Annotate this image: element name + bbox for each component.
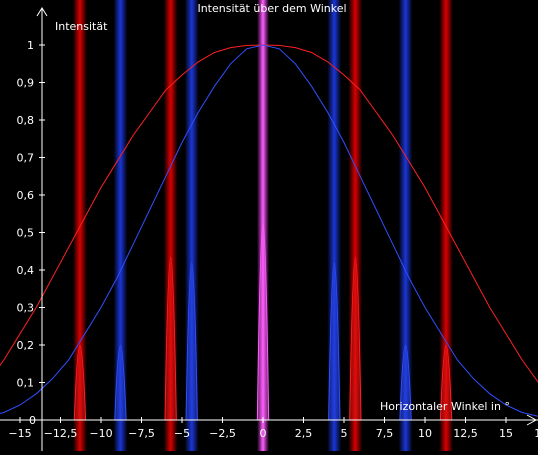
peak-1-3 (399, 345, 412, 421)
center-band (257, 0, 269, 451)
x-tick-label-14: 17,5 (534, 427, 538, 440)
x-tick-label-5: −5 (174, 427, 190, 440)
y-tick-label-0: 0,1 (17, 377, 35, 390)
x-tick-label-11: 10 (418, 427, 432, 440)
envelope-0 (0, 44, 538, 383)
envelope-1 (0, 44, 538, 417)
y-tick-label-2: 0,3 (17, 302, 35, 315)
x-tick-label-8: 2,5 (295, 427, 313, 440)
peak-0-1 (73, 345, 87, 421)
y-tick-label-3: 0,4 (17, 264, 35, 277)
x-tick-label-10: 7,5 (376, 427, 394, 440)
peak-1-2 (328, 262, 341, 421)
y-tick-label-8: 0,9 (17, 77, 35, 90)
x-tick-label-4: −7,5 (128, 427, 155, 440)
origin-label: 0 (29, 414, 36, 427)
band-1-0 (113, 0, 128, 451)
y-tick-label-9: 1 (27, 39, 34, 52)
band-0-3 (348, 0, 363, 451)
band-1-3 (398, 0, 413, 451)
x-tick-label-12: 12,5 (453, 427, 478, 440)
x-tick-label-3: −10 (89, 427, 112, 440)
y-tick-label-4: 0,5 (17, 227, 35, 240)
y-axis-arrow (36, 7, 48, 17)
y-axis-label: Intensität (55, 20, 108, 33)
peak-0-4 (439, 345, 453, 421)
x-tick-label-9: 5 (341, 427, 348, 440)
peak-1-0 (114, 345, 127, 421)
x-tick-label-6: −2,5 (209, 427, 236, 440)
y-tick-label-1: 0,2 (17, 339, 35, 352)
x-axis-arrow (526, 414, 538, 426)
intensity-curves (0, 44, 538, 421)
peak-0-2 (164, 257, 177, 421)
x-tick-label-7: 0 (260, 427, 267, 440)
y-tick-label-7: 0,8 (17, 114, 35, 127)
y-tick-label-5: 0,6 (17, 189, 35, 202)
band-0-2 (163, 0, 178, 451)
x-tick-label-2: −12,5 (44, 427, 78, 440)
x-tick-label-13: 15 (499, 427, 513, 440)
axes (0, 7, 538, 451)
central-peak (256, 223, 270, 421)
x-tick-label-1: −15 (8, 427, 31, 440)
peak-1-1 (185, 262, 198, 421)
peak-0-3 (349, 257, 362, 421)
x-axis-label: Horizontaler Winkel in ° (380, 400, 510, 413)
y-tick-label-6: 0,7 (17, 152, 35, 165)
ticks: −17,5−15−12,5−10−7,5−5−2,502,557,51012,5… (8, 39, 538, 440)
chart-title: Intensität über dem Winkel (197, 2, 346, 15)
